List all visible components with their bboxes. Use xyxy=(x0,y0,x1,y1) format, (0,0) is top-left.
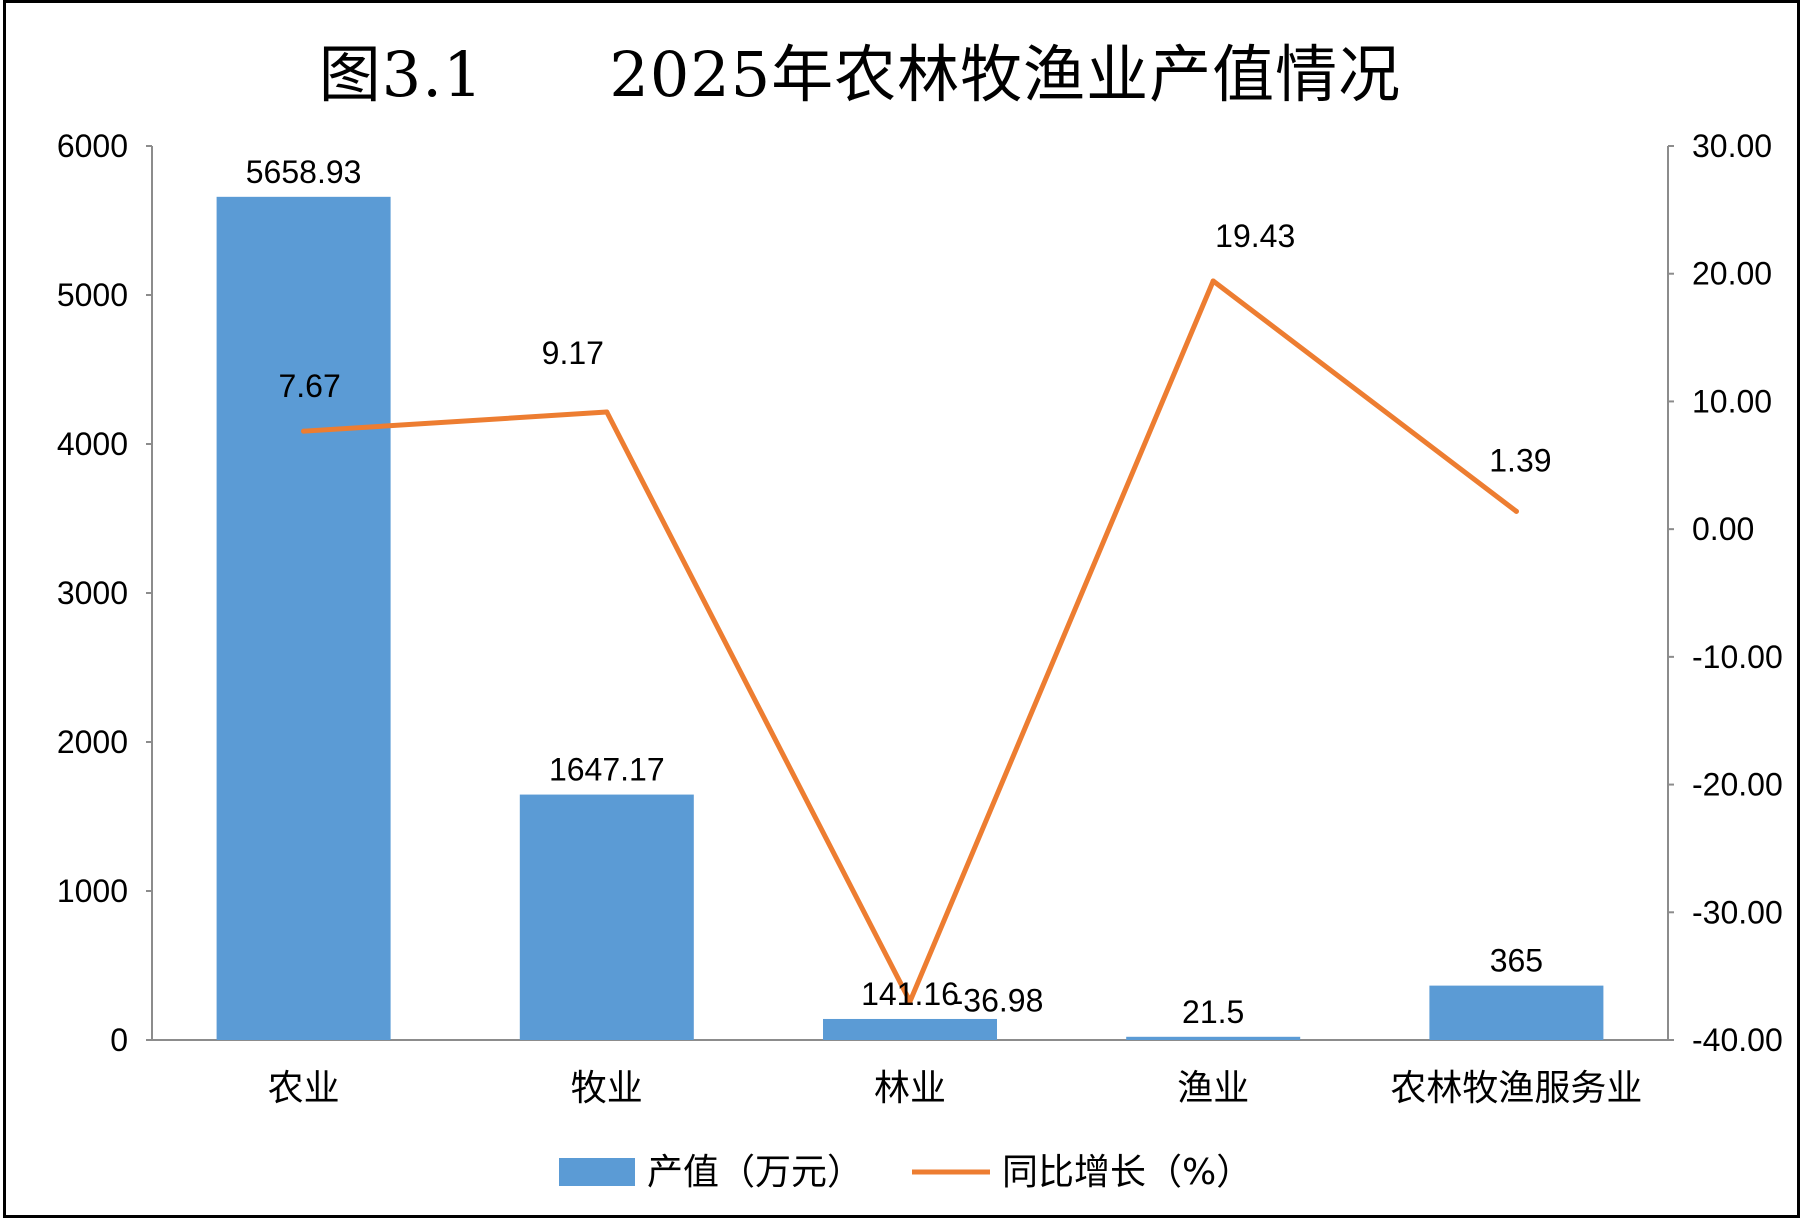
y-right-tick-label: -10.00 xyxy=(1692,639,1783,675)
y-right-tick-label: 10.00 xyxy=(1692,383,1772,419)
legend-line-label: 同比增长（%） xyxy=(1002,1152,1252,1193)
line-data-label: -36.98 xyxy=(953,982,1044,1018)
bar-data-label: 1647.17 xyxy=(549,752,665,788)
bar-data-label: 21.5 xyxy=(1182,994,1244,1030)
y-right-tick-label: 30.00 xyxy=(1692,128,1772,164)
y-right-tick-label: -30.00 xyxy=(1692,894,1783,930)
line-point xyxy=(301,428,307,434)
bar-data-label: 5658.93 xyxy=(246,154,362,190)
bar-output-value xyxy=(519,794,694,1040)
x-category-label: 农林牧渔服务业 xyxy=(1390,1068,1642,1109)
bar-data-label: 365 xyxy=(1490,943,1543,979)
chart-frame xyxy=(3,0,1800,1218)
x-category-label: 牧业 xyxy=(571,1068,643,1109)
y-right-tick-label: 20.00 xyxy=(1692,256,1772,292)
line-data-label: 7.67 xyxy=(278,368,340,404)
y-left-tick-label: 1000 xyxy=(57,873,128,909)
line-point xyxy=(1210,278,1216,284)
line-point xyxy=(604,409,610,415)
x-category-label: 渔业 xyxy=(1177,1068,1249,1109)
line-data-label: 1.39 xyxy=(1489,442,1551,478)
legend-bar-swatch xyxy=(559,1158,635,1186)
bar-data-label: 141.16 xyxy=(861,976,959,1012)
y-left-tick-label: 6000 xyxy=(57,128,128,164)
y-right-tick-label: -20.00 xyxy=(1692,767,1783,803)
bar-output-value xyxy=(1126,1036,1301,1040)
y-right-tick-label: 0.00 xyxy=(1692,511,1754,547)
y-left-tick-label: 5000 xyxy=(57,277,128,313)
x-category-label: 林业 xyxy=(874,1068,946,1109)
y-left-tick-label: 2000 xyxy=(57,724,128,760)
y-left-tick-label: 3000 xyxy=(57,575,128,611)
line-point xyxy=(1513,508,1519,514)
bar-output-value xyxy=(216,196,391,1040)
line-data-label: 19.43 xyxy=(1215,218,1295,254)
bar-output-value xyxy=(1429,985,1604,1040)
x-category-label: 农业 xyxy=(268,1068,340,1109)
legend-bar-label: 产值（万元） xyxy=(647,1152,863,1193)
line-point xyxy=(907,998,913,1004)
chart-title: 图3.1 2025年农林牧渔业产值情况 xyxy=(318,38,1402,111)
y-left-tick-label: 0 xyxy=(110,1022,128,1058)
y-left-tick-label: 4000 xyxy=(57,426,128,462)
y-right-tick-label: -40.00 xyxy=(1692,1022,1783,1058)
line-yoy-growth xyxy=(301,278,1519,1004)
bar-output-value xyxy=(823,1018,997,1040)
line-data-label: 9.17 xyxy=(542,335,604,371)
